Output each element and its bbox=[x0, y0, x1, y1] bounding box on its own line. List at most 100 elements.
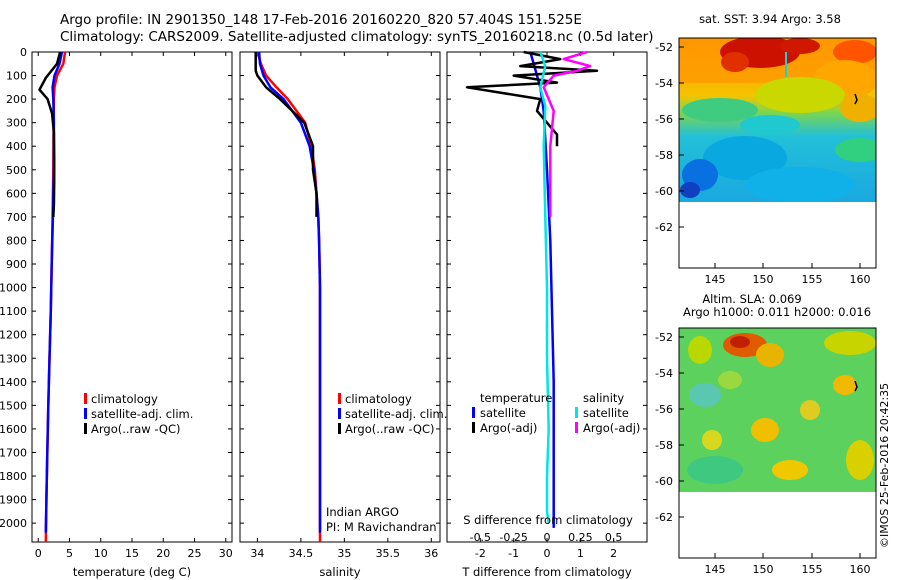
x-tick-label: 36 bbox=[424, 547, 438, 560]
argo-position-marker-sst bbox=[854, 93, 858, 105]
legend-label-sal-argo: Argo(-adj) bbox=[583, 421, 640, 435]
map-lon-label: 145 bbox=[705, 273, 726, 286]
series-line bbox=[465, 50, 599, 147]
difference-legend: temperature salinity satellite Argo(-adj… bbox=[472, 391, 640, 435]
title-line-2: Climatology: CARS2009. Satellite-adjuste… bbox=[60, 29, 654, 45]
sla-map-ticks: 145 150 155 160 -52 -54 -56 -58 -60 -62 bbox=[655, 331, 870, 576]
salinity-series bbox=[254, 51, 322, 542]
temperature-series bbox=[38, 51, 67, 543]
legend-swatch-climatology bbox=[84, 393, 87, 404]
x-tick-label: 0 bbox=[544, 547, 551, 560]
depth-tick-label: 500 bbox=[6, 164, 27, 177]
sst-map-image bbox=[679, 38, 876, 202]
map-lon-label: 145 bbox=[705, 563, 726, 576]
x-tick-label: -1 bbox=[508, 547, 519, 560]
annotation-program: Indian ARGO bbox=[326, 505, 399, 519]
temperature-legend: climatology satellite-adj. clim. Argo(..… bbox=[84, 392, 193, 436]
imos-timestamp: ©IMOS 25-Feb-2016 20:42:35 bbox=[878, 383, 891, 548]
map-lat-label: -52 bbox=[655, 41, 673, 54]
legend-swatch-climatology bbox=[338, 393, 341, 404]
top-x-tick-label: -0.25 bbox=[499, 531, 527, 544]
x-tick-label: 30 bbox=[219, 547, 233, 560]
x-tick-label: 15 bbox=[125, 547, 139, 560]
legend-label-argo: Argo(..raw -QC) bbox=[91, 422, 181, 436]
x-tick-label: 1 bbox=[577, 547, 584, 560]
x-tick-label: 2 bbox=[610, 547, 617, 560]
series-line bbox=[44, 51, 67, 543]
depth-tick-label: 300 bbox=[6, 117, 27, 130]
map-lon-label: 160 bbox=[850, 273, 871, 286]
depth-tick-label: 1800 bbox=[0, 470, 27, 483]
depth-tick-label: 800 bbox=[6, 234, 27, 247]
map-lat-label: -62 bbox=[655, 511, 673, 524]
x-tick-label: 34 bbox=[250, 547, 264, 560]
sst-map-ticks: 145 150 155 160 -52 -54 -56 -58 -60 -62 bbox=[655, 41, 870, 286]
map-lat-label: -62 bbox=[655, 221, 673, 234]
salinity-x-label: salinity bbox=[319, 565, 360, 579]
map-lat-label: -54 bbox=[655, 367, 673, 380]
legend-label-sal-satellite: satellite bbox=[583, 406, 629, 420]
legend-label-climatology: climatology bbox=[345, 392, 412, 406]
legend-label-satellite: satellite-adj. clim. bbox=[91, 407, 193, 421]
difference-series bbox=[465, 50, 599, 528]
legend-swatch-temp-satellite bbox=[472, 407, 475, 418]
series-line bbox=[38, 51, 62, 217]
salinity-legend: climatology satellite-adj. clim. Argo(..… bbox=[338, 392, 447, 436]
sla-map-title-2: Argo h1000: 0.011 h2000: 0.016 bbox=[683, 305, 871, 319]
x-tick-label: 5 bbox=[66, 547, 73, 560]
series-line bbox=[539, 51, 550, 524]
temperature-x-ticks: 0 5 10 15 20 25 30 bbox=[35, 52, 233, 560]
legend-label-argo: Argo(..raw -QC) bbox=[345, 422, 435, 436]
top-x-tick-label: 0 bbox=[544, 531, 551, 544]
legend-label-climatology: climatology bbox=[91, 392, 158, 406]
top-x-tick-label: 0.5 bbox=[605, 531, 623, 544]
series-line bbox=[529, 51, 555, 528]
legend-swatch-sal-argo bbox=[575, 422, 578, 433]
map-lat-label: -56 bbox=[655, 113, 673, 126]
sla-map-no-data bbox=[679, 492, 876, 558]
x-tick-label: 35.5 bbox=[376, 547, 401, 560]
map-lat-label: -60 bbox=[655, 475, 673, 488]
map-lon-label: 160 bbox=[850, 563, 871, 576]
legend-header-temperature: temperature bbox=[480, 391, 552, 405]
title-line-1: Argo profile: IN 2901350_148 17-Feb-2016… bbox=[60, 12, 582, 28]
series-line bbox=[44, 51, 64, 533]
temperature-plot-frame bbox=[31, 51, 233, 543]
argo-position-marker-sla bbox=[854, 380, 858, 392]
map-lon-label: 150 bbox=[753, 563, 774, 576]
x-tick-label: 35 bbox=[337, 547, 351, 560]
salinity-plot-frame bbox=[239, 51, 441, 543]
depth-tick-label: 400 bbox=[6, 140, 27, 153]
depth-tick-label: 1900 bbox=[0, 494, 27, 507]
series-line bbox=[256, 51, 322, 542]
series-line bbox=[542, 50, 592, 217]
depth-tick-label: 1400 bbox=[0, 376, 27, 389]
depth-tick-label: 1700 bbox=[0, 446, 27, 459]
depth-tick-label: 0 bbox=[20, 46, 27, 59]
series-line bbox=[257, 51, 322, 533]
depth-tick-label: 1000 bbox=[0, 282, 27, 295]
map-lon-label: 150 bbox=[753, 273, 774, 286]
depth-tick-label: 2000 bbox=[0, 517, 27, 530]
top-x-tick-label: 0.25 bbox=[568, 531, 593, 544]
x-tick-label: 34.5 bbox=[289, 547, 314, 560]
legend-swatch-argo bbox=[338, 423, 341, 434]
map-lon-label: 155 bbox=[802, 273, 823, 286]
legend-swatch-sal-satellite bbox=[575, 407, 578, 418]
x-tick-label: 10 bbox=[94, 547, 108, 560]
legend-swatch-satellite bbox=[84, 408, 87, 419]
depth-tick-label: 600 bbox=[6, 187, 27, 200]
depth-tick-label: 900 bbox=[6, 258, 27, 271]
map-lat-label: -54 bbox=[655, 77, 673, 90]
sla-map-frame bbox=[678, 327, 877, 559]
legend-swatch-temp-argo bbox=[472, 422, 475, 433]
temperature-x-label: temperature (deg C) bbox=[73, 565, 191, 579]
x-tick-label: -2 bbox=[475, 547, 486, 560]
map-lat-label: -52 bbox=[655, 331, 673, 344]
sst-map-no-data bbox=[679, 202, 876, 268]
difference-x-label: T difference from climatology bbox=[461, 565, 632, 579]
salinity-x-ticks: 34 34.5 35 35.5 36 bbox=[250, 52, 438, 560]
depth-tick-label: 1500 bbox=[0, 399, 27, 412]
depth-tick-label: 700 bbox=[6, 211, 27, 224]
depth-tick-label: 1600 bbox=[0, 423, 27, 436]
